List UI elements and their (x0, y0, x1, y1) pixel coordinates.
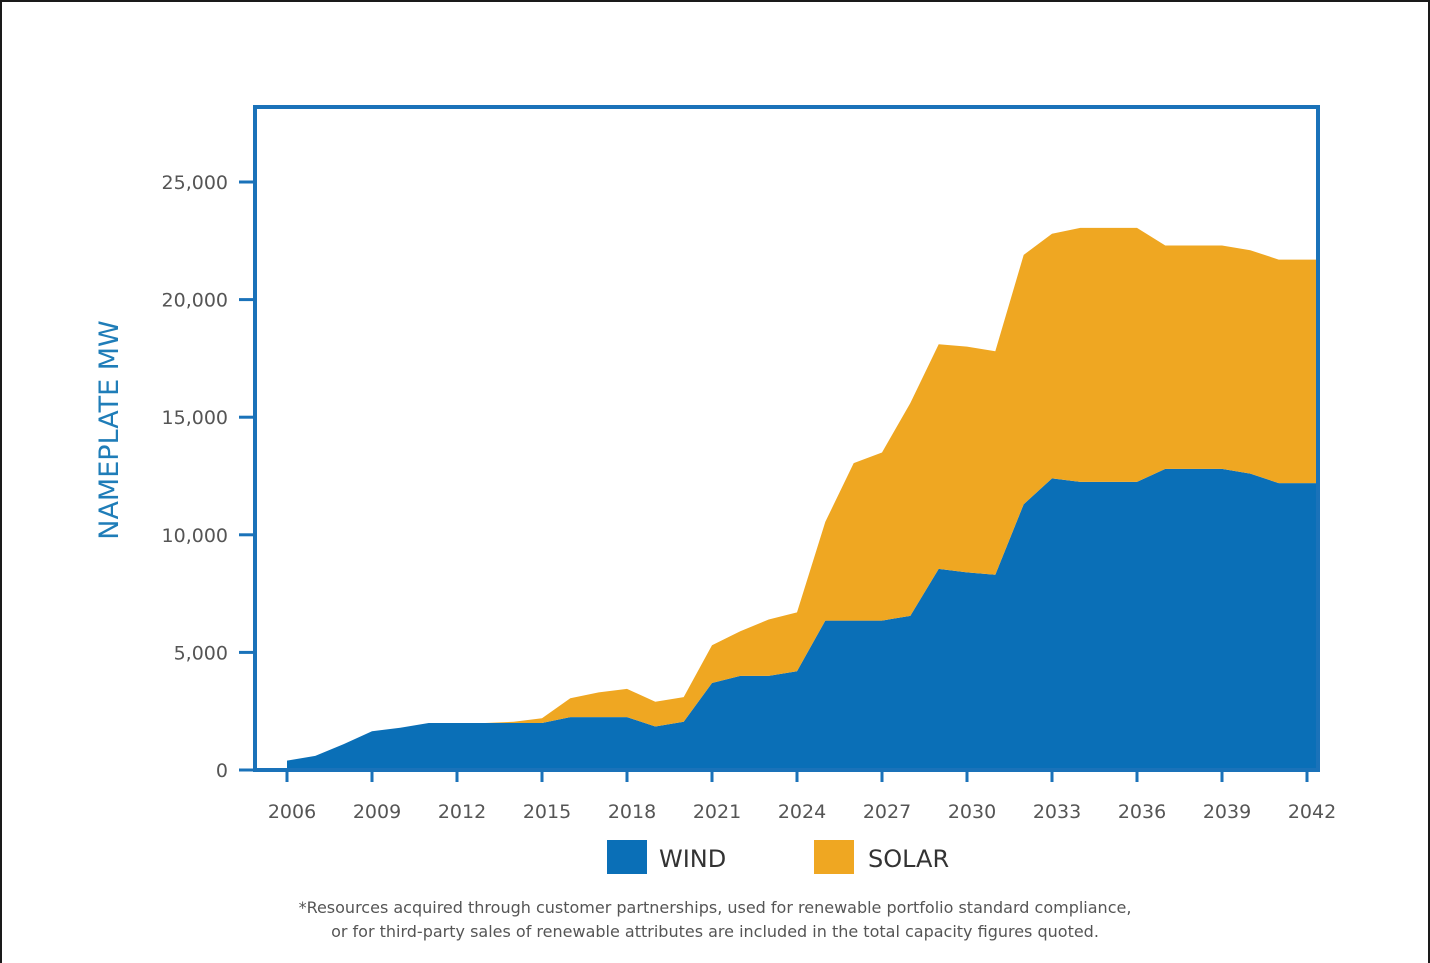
x-tick-label: 2024 (778, 801, 826, 823)
area-layer (287, 227, 1316, 770)
y-tick-label: 5,000 (174, 642, 228, 664)
y-tick-label: 10,000 (162, 525, 228, 547)
y-tick-label: 15,000 (162, 407, 228, 429)
legend-swatch-solar (814, 840, 854, 874)
area-series-solar (287, 227, 1316, 761)
legend: WIND SOLAR (607, 840, 949, 874)
legend-label-wind: WIND (659, 845, 726, 873)
x-tick-label: 2036 (1118, 801, 1166, 823)
x-tick-label: 2042 (1288, 801, 1336, 823)
legend-swatch-wind (607, 840, 647, 874)
x-tick-label: 2009 (353, 801, 401, 823)
y-tick-label: 0 (216, 760, 228, 782)
x-tick-label: 2027 (863, 801, 911, 823)
x-tick-label: 2033 (1033, 801, 1081, 823)
x-tick-label: 2015 (523, 801, 571, 823)
y-tick-label: 25,000 (162, 172, 228, 194)
x-tick-label: 2021 (693, 801, 741, 823)
x-tick-label: 2039 (1203, 801, 1251, 823)
x-axis: 2006 2009 2012 2015 2018 2021 2024 2027 2030 2033… (268, 768, 1336, 823)
x-tick-label: 2006 (268, 801, 316, 823)
x-tick-label: 2030 (948, 801, 996, 823)
y-tick-label: 20,000 (162, 290, 228, 312)
legend-label-solar: SOLAR (868, 845, 949, 873)
plot-frame (253, 105, 1320, 772)
footnote: *Resources acquired through customer par… (215, 896, 1215, 944)
footnote-line-1: *Resources acquired through customer par… (298, 898, 1132, 917)
area-series-wind (287, 468, 1316, 770)
footnote-line-2: or for third-party sales of renewable at… (331, 922, 1099, 941)
y-axis-label: NAMEPLATE MW (94, 320, 125, 539)
y-axis: 0 5,000 10,000 15,000 20,000 25,000 (162, 172, 255, 782)
x-tick-label: 2012 (438, 801, 486, 823)
x-tick-label: 2018 (608, 801, 656, 823)
